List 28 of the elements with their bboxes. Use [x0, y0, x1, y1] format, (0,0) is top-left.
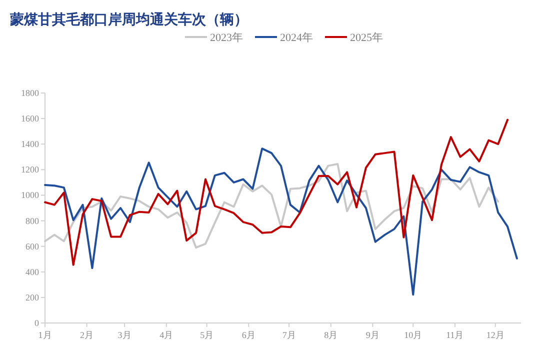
- y-tick-label: 800: [26, 216, 40, 226]
- x-tick-label: 8月: [324, 330, 338, 340]
- line-series: [44, 118, 509, 266]
- line-series: [44, 148, 518, 296]
- x-tick-label: 12月: [486, 330, 504, 340]
- x-tick-label: 4月: [160, 330, 174, 340]
- x-tick-label: 6月: [242, 330, 256, 340]
- y-tick-label: 1800: [21, 88, 40, 98]
- legend-label: 2023年: [210, 32, 243, 44]
- x-tick-label: 2月: [80, 330, 94, 340]
- y-tick-label: 200: [26, 292, 40, 302]
- x-tick-label: 7月: [282, 330, 296, 340]
- legend-label: 2024年: [280, 32, 313, 44]
- x-tick-label: 11月: [446, 330, 464, 340]
- y-tick-label: 600: [26, 241, 40, 252]
- x-tick-label: 10月: [404, 330, 422, 340]
- legend-label: 2025年: [350, 32, 383, 44]
- x-tick-label: 3月: [118, 330, 132, 340]
- y-tick-label: 400: [26, 266, 40, 277]
- x-tick-label: 5月: [200, 330, 214, 340]
- y-tick-label: 1600: [21, 114, 40, 124]
- y-tick-label: 0: [34, 318, 40, 328]
- y-tick-label: 1400: [21, 139, 40, 150]
- x-tick-label: 9月: [366, 330, 380, 340]
- y-tick-label: 1000: [21, 190, 40, 200]
- chart-title: 蒙煤甘其毛都口岸周均通关车次（辆）: [9, 11, 248, 28]
- y-tick-label: 1200: [21, 164, 40, 175]
- x-tick-label: 1月: [38, 330, 52, 340]
